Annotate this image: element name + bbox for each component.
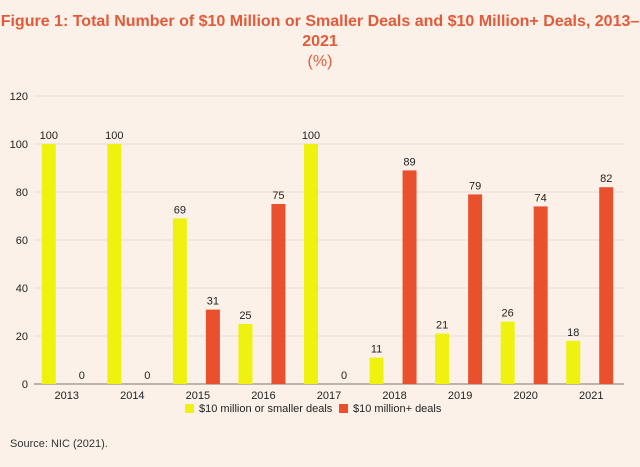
data-label: 11 bbox=[371, 344, 382, 356]
x-tick-label: 2020 bbox=[513, 390, 537, 402]
data-label: 89 bbox=[403, 156, 415, 168]
bar-small-deals bbox=[304, 144, 318, 384]
bar-large-deals bbox=[599, 187, 614, 384]
data-label: 31 bbox=[207, 296, 219, 308]
y-tick-label: 20 bbox=[16, 331, 28, 343]
data-label: 21 bbox=[436, 320, 448, 332]
y-tick-label: 120 bbox=[10, 91, 28, 103]
data-label: 26 bbox=[502, 308, 514, 320]
bar-large-deals bbox=[271, 204, 286, 384]
legend-label-small-deals: $10 million or smaller deals bbox=[199, 403, 333, 415]
y-tick-label: 0 bbox=[22, 379, 28, 391]
data-label: 69 bbox=[174, 204, 186, 216]
y-tick-label: 100 bbox=[10, 139, 28, 151]
data-label: 100 bbox=[40, 130, 58, 142]
data-label: 100 bbox=[302, 130, 320, 142]
chart-title: Figure 1: Total Number of $10 Million or… bbox=[0, 12, 640, 72]
bar-small-deals bbox=[172, 218, 187, 384]
data-label: 75 bbox=[272, 190, 284, 202]
chart-unit-label: (%) bbox=[307, 53, 333, 70]
data-label: 25 bbox=[239, 310, 251, 322]
data-label: 82 bbox=[600, 173, 612, 185]
data-label: 100 bbox=[105, 130, 123, 142]
data-label: 74 bbox=[535, 192, 547, 204]
chart-title-text: Figure 1: Total Number of $10 Million or… bbox=[0, 13, 640, 50]
x-tick-label: 2015 bbox=[186, 390, 210, 402]
bar-small-deals bbox=[107, 144, 122, 384]
x-tick-label: 2017 bbox=[317, 390, 341, 402]
bar-small-deals bbox=[566, 340, 581, 384]
bar-small-deals bbox=[238, 324, 253, 384]
source-note: Source: NIC (2021). bbox=[10, 438, 108, 450]
legend-swatch-large-deals bbox=[339, 404, 348, 413]
legend-label-large-deals: $10 million+ deals bbox=[353, 403, 442, 415]
y-tick-label: 40 bbox=[16, 283, 28, 295]
bar-large-deals bbox=[402, 170, 417, 384]
bar-large-deals bbox=[468, 194, 483, 384]
data-label: 18 bbox=[567, 327, 579, 339]
y-tick-label: 80 bbox=[16, 187, 28, 199]
bar-small-deals bbox=[369, 357, 384, 384]
x-tick-label: 2021 bbox=[579, 390, 603, 402]
bar-small-deals bbox=[41, 144, 56, 384]
bar-large-deals bbox=[205, 309, 220, 384]
data-label: 0 bbox=[79, 370, 85, 382]
data-label: 79 bbox=[469, 180, 481, 192]
legend-swatch-small-deals bbox=[185, 404, 194, 413]
x-tick-label: 2019 bbox=[448, 390, 472, 402]
bar-small-deals bbox=[435, 333, 450, 384]
x-tick-label: 2018 bbox=[382, 390, 406, 402]
y-tick-label: 60 bbox=[16, 235, 28, 247]
x-tick-label: 2016 bbox=[251, 390, 275, 402]
x-tick-label: 2014 bbox=[120, 390, 144, 402]
x-tick-label: 2013 bbox=[55, 390, 79, 402]
bar-small-deals bbox=[500, 321, 515, 384]
data-label: 0 bbox=[144, 370, 150, 382]
bar-large-deals bbox=[533, 206, 548, 384]
data-label: 0 bbox=[341, 370, 347, 382]
